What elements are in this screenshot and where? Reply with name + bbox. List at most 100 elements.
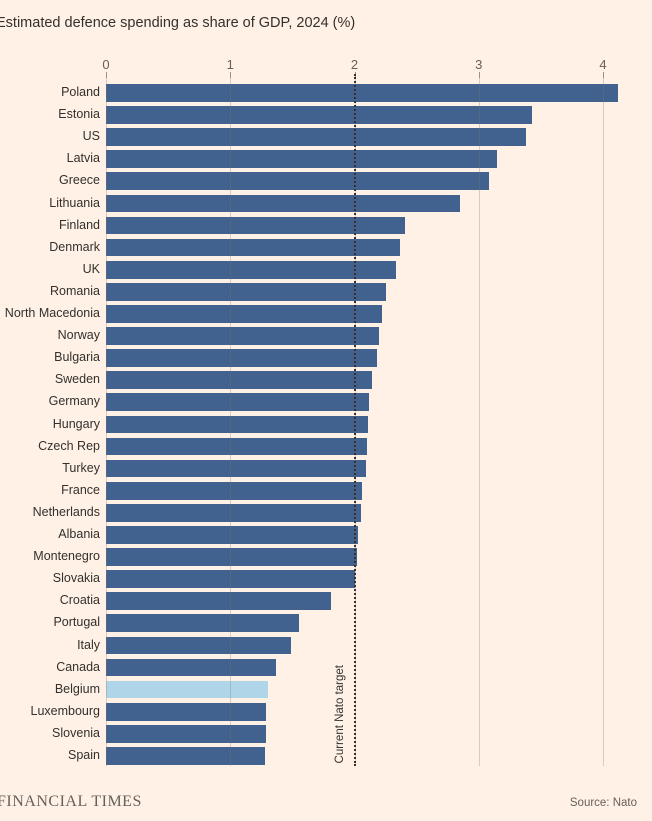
bar-row: North Macedonia xyxy=(0,305,652,323)
source-note: Source: Nato xyxy=(569,797,637,809)
x-axis-tick-label: 1 xyxy=(226,57,234,72)
bar xyxy=(106,614,299,633)
category-label: Netherlands xyxy=(32,504,100,519)
bar-row: Norway xyxy=(0,327,652,345)
bar xyxy=(106,238,401,257)
category-label: North Macedonia xyxy=(4,306,100,320)
bar xyxy=(106,658,277,677)
bar-row: Hungary xyxy=(0,415,652,434)
category-label: US xyxy=(82,129,100,144)
bar-row: Romania xyxy=(0,282,652,301)
category-label: Belgium xyxy=(54,681,100,696)
bar xyxy=(106,481,362,500)
bar-row: Czech Rep xyxy=(0,437,652,456)
bar-row: Netherlands xyxy=(0,503,652,522)
bar-row: Bulgaria xyxy=(0,349,652,367)
category-label: Luxembourg xyxy=(30,703,101,718)
bar xyxy=(106,327,380,345)
bar xyxy=(106,84,618,102)
x-axis-tick-label: 2 xyxy=(350,57,359,72)
category-label: Montenegro xyxy=(33,549,100,564)
bar-row: Poland xyxy=(0,84,652,102)
category-label: Italy xyxy=(77,637,100,652)
bar-row: UK xyxy=(0,260,652,279)
bar-row: Lithuania xyxy=(0,194,652,213)
category-label: Spain xyxy=(68,748,100,762)
category-label: Albania xyxy=(58,527,100,541)
bar xyxy=(106,172,489,191)
category-label: Romania xyxy=(49,283,100,298)
category-label: Bulgaria xyxy=(54,350,100,365)
bar xyxy=(106,216,406,235)
bar xyxy=(106,305,382,323)
category-label: France xyxy=(61,482,100,497)
category-label: Sweden xyxy=(54,372,100,387)
category-label: Canada xyxy=(56,659,100,674)
category-label: Portugal xyxy=(53,615,100,630)
bar-row: Belgium xyxy=(0,680,652,699)
x-axis-tick-mark xyxy=(478,72,480,78)
category-label: Hungary xyxy=(52,416,100,431)
gridline xyxy=(478,78,480,766)
bar xyxy=(106,503,361,522)
category-label: Denmark xyxy=(49,239,100,254)
category-label: Turkey xyxy=(62,460,100,475)
category-label: Czech Rep xyxy=(38,438,100,453)
bar-row: Italy xyxy=(0,636,652,655)
bar xyxy=(106,260,396,279)
bar xyxy=(106,349,377,367)
bar xyxy=(106,526,359,544)
bar-row: Turkey xyxy=(0,459,652,478)
bar-row: Denmark xyxy=(0,238,652,257)
bar xyxy=(106,570,355,588)
category-label: Lithuania xyxy=(49,195,100,210)
category-label: UK xyxy=(82,261,100,276)
gridline xyxy=(230,78,232,766)
bar xyxy=(106,393,370,412)
bar xyxy=(106,128,526,146)
category-label: Greece xyxy=(59,173,100,188)
x-axis-tick-mark xyxy=(230,72,232,78)
bar-row: Slovakia xyxy=(0,570,652,588)
bar-row: Finland xyxy=(0,216,652,235)
category-label: Norway xyxy=(57,328,100,343)
bar xyxy=(106,282,386,301)
bar xyxy=(106,437,367,456)
bar-row: Greece xyxy=(0,172,652,191)
bar-row: Estonia xyxy=(0,106,652,124)
category-label: Croatia xyxy=(59,593,100,608)
bar-row: Portugal xyxy=(0,614,652,633)
bar-row: Luxembourg xyxy=(0,702,652,721)
bar xyxy=(106,150,498,169)
chart-title: Estimated defence spending as share of G… xyxy=(0,15,356,31)
bar-row: Sweden xyxy=(0,371,652,390)
x-axis-tick-mark xyxy=(106,72,107,78)
category-label: Estonia xyxy=(58,107,100,122)
category-label: Latvia xyxy=(66,151,100,166)
bar xyxy=(106,747,266,765)
bar xyxy=(106,702,267,721)
bar-row: Montenegro xyxy=(0,548,652,566)
x-axis-tick-mark xyxy=(603,72,604,78)
bar-row: Albania xyxy=(0,526,652,544)
category-label: Slovenia xyxy=(52,725,100,740)
category-label: Germany xyxy=(48,394,100,409)
gridline xyxy=(603,78,604,766)
bar xyxy=(106,548,357,566)
bar xyxy=(106,724,267,743)
x-axis-tick-label: 3 xyxy=(475,57,483,72)
category-label: Poland xyxy=(61,85,100,99)
bar xyxy=(106,459,366,478)
category-label: Slovakia xyxy=(52,571,100,586)
bar xyxy=(106,636,292,655)
nato-target-label: Current Nato target xyxy=(334,664,346,763)
bar-row: Slovenia xyxy=(0,724,652,743)
bar xyxy=(106,194,461,213)
bar-row: Croatia xyxy=(0,592,652,611)
bar-row: Germany xyxy=(0,393,652,412)
category-label: Finland xyxy=(59,217,100,232)
bar xyxy=(106,106,533,124)
bar-row: Latvia xyxy=(0,150,652,169)
bar-highlighted xyxy=(106,680,268,699)
